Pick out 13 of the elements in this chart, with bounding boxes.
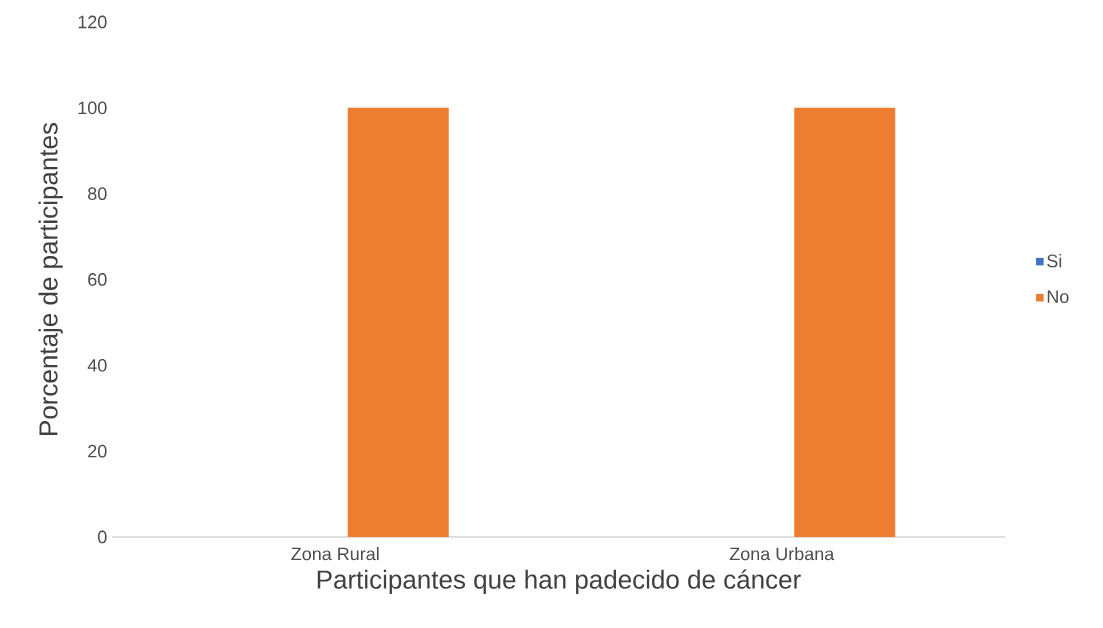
y-tick-label: 80 bbox=[88, 187, 107, 201]
legend-label: Si bbox=[1047, 254, 1062, 268]
y-tick-label: 120 bbox=[78, 15, 107, 29]
y-tick-label: 100 bbox=[78, 101, 107, 115]
x-tick-label: Zona Rural bbox=[291, 547, 379, 561]
y-axis-title: Porcentaje de participantes bbox=[38, 122, 63, 435]
y-tick-label: 0 bbox=[98, 530, 107, 544]
x-axis-title: Participantes que han padecido de cáncer bbox=[317, 569, 801, 594]
y-tick-label: 40 bbox=[87, 358, 107, 372]
legend-label: No bbox=[1047, 290, 1069, 304]
y-tick-label: 20 bbox=[88, 444, 107, 458]
x-tick-label: Zona Urbana bbox=[729, 547, 835, 561]
y-tick-label: 60 bbox=[88, 273, 107, 286]
